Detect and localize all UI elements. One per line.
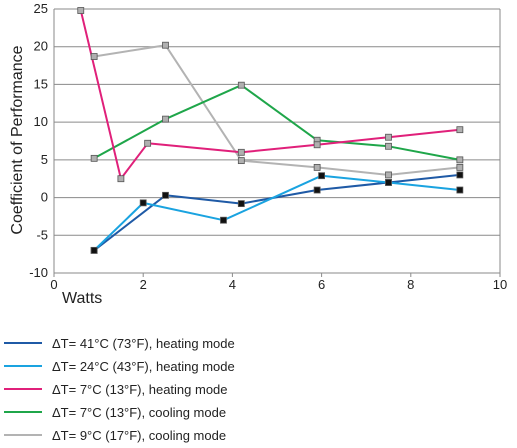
y-tick-label: 20 <box>34 39 48 54</box>
series-line-2 <box>93 174 461 252</box>
data-point-series-2 <box>385 179 392 186</box>
legend: ΔT= 41°C (73°F), heating mode ΔT= 24°C (4… <box>4 336 235 443</box>
y-tick-label: 10 <box>34 114 48 129</box>
data-point-series-4 <box>456 156 464 164</box>
y-tick-label: 25 <box>34 1 48 16</box>
data-point-series-2 <box>220 216 227 224</box>
data-point-series-5 <box>385 171 392 179</box>
x-tick-label: 8 <box>407 277 414 292</box>
data-point-series-5 <box>456 163 464 171</box>
data-point-series-1 <box>313 186 321 194</box>
legend-label-1: ΔT= 41°C (73°F), heating mode <box>52 336 235 351</box>
data-point-series-3 <box>313 141 321 149</box>
grid-layer <box>54 8 500 274</box>
data-point-series-4 <box>162 115 169 123</box>
data-point-series-2 <box>90 246 98 254</box>
legend-label-2: ΔT= 24°C (43°F), heating mode <box>52 359 235 374</box>
x-tick-label: 10 <box>493 277 507 292</box>
data-point-series-3 <box>144 139 152 147</box>
data-point-series-5 <box>90 53 98 60</box>
data-point-series-5 <box>237 157 245 165</box>
x-tick-label: 4 <box>229 277 236 292</box>
x-axis-title: Watts <box>62 290 102 307</box>
y-tick-label: 0 <box>41 190 48 205</box>
data-point-series-3 <box>456 126 464 134</box>
data-point-series-2 <box>318 172 326 180</box>
y-tick-label: -10 <box>29 265 48 280</box>
y-tick-label: 15 <box>34 76 48 91</box>
y-tick-label: -5 <box>36 227 48 242</box>
y-axis-title: Coefficient of Performance <box>9 45 26 234</box>
legend-label-4: ΔT= 7°C (13°F), cooling mode <box>52 405 226 420</box>
series-line-3 <box>79 10 461 180</box>
data-point-series-1 <box>162 191 169 199</box>
y-tick-label: 5 <box>41 152 48 167</box>
series-line-1 <box>93 173 461 252</box>
series-line-4 <box>93 84 461 161</box>
data-point-series-3 <box>237 148 245 156</box>
tick-label-layer: -10 -5 0 5 10 15 20 25 0 2 4 6 8 10 <box>29 1 507 292</box>
x-tick-label: 2 <box>140 277 147 292</box>
data-point-series-3 <box>77 7 85 14</box>
data-point-series-4 <box>90 154 98 162</box>
data-point-series-4 <box>385 142 392 150</box>
x-tick-label: 0 <box>50 277 57 292</box>
data-point-series-4 <box>237 81 245 89</box>
data-point-series-5 <box>162 41 169 49</box>
data-point-series-2 <box>456 186 464 194</box>
data-point-series-5 <box>313 163 321 171</box>
data-point-series-1 <box>456 171 464 179</box>
x-tick-label: 6 <box>318 277 325 292</box>
series-line-5 <box>93 44 461 176</box>
legend-label-5: ΔT= 9°C (17°F), cooling mode <box>52 428 226 443</box>
series-layer <box>77 7 464 254</box>
legend-label-3: ΔT= 7°C (13°F), heating mode <box>52 382 228 397</box>
data-point-series-1 <box>237 200 245 208</box>
data-point-series-3 <box>117 175 125 183</box>
data-point-series-2 <box>139 199 147 207</box>
axis-layer <box>53 9 501 277</box>
data-point-series-3 <box>385 133 392 141</box>
